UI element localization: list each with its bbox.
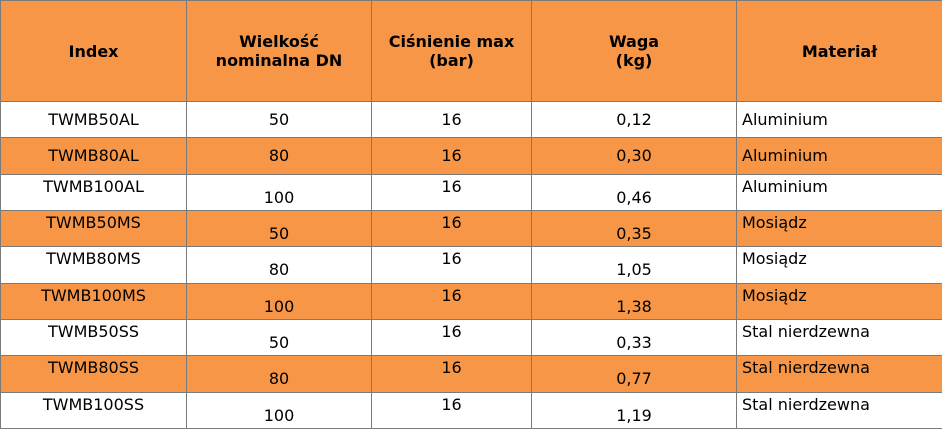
cell-material: Stal nierdzewna xyxy=(736,318,942,357)
table-row: TWMB50AL 50 16 0,12 Aluminium xyxy=(0,100,942,139)
cell-nominal-size: 50 xyxy=(186,100,372,139)
cell-max-pressure: 16 xyxy=(371,209,532,248)
cell-nominal-size: 80 xyxy=(186,137,372,175)
cell-nominal-size: 80 xyxy=(186,246,372,284)
cell-weight: 0,12 xyxy=(531,100,737,139)
cell-max-pressure: 16 xyxy=(371,246,532,284)
header-weight-line2: (kg) xyxy=(615,51,653,70)
cell-nominal-size: 50 xyxy=(186,318,372,357)
cell-material: Aluminium xyxy=(736,137,942,175)
header-max-pressure-line2: (bar) xyxy=(429,51,474,70)
header-nominal-size-line1: Wielkość xyxy=(239,32,319,51)
header-index-label: Index xyxy=(68,41,119,61)
cell-nominal-size: 100 xyxy=(186,391,372,429)
cell-index: TWMB50SS xyxy=(0,318,187,357)
cell-max-pressure: 16 xyxy=(371,318,532,357)
header-index: Index xyxy=(0,0,187,102)
cell-weight: 0,30 xyxy=(531,137,737,175)
table-row: TWMB50SS 50 16 0,33 Stal nierdzewna xyxy=(0,318,942,357)
header-material: Materiał xyxy=(736,0,942,102)
cell-index: TWMB100AL xyxy=(0,173,187,211)
header-max-pressure: Ciśnienie max (bar) xyxy=(371,0,532,102)
cell-material: Stal nierdzewna xyxy=(736,391,942,429)
cell-index: TWMB80AL xyxy=(0,137,187,175)
table-row: TWMB50MS 50 16 0,35 Mosiądz xyxy=(0,209,942,248)
cell-max-pressure: 16 xyxy=(371,391,532,429)
table-row: TWMB100SS 100 16 1,19 Stal nierdzewna xyxy=(0,391,942,429)
cell-index: TWMB80MS xyxy=(0,246,187,284)
header-weight: Waga (kg) xyxy=(531,0,737,102)
cell-nominal-size: 100 xyxy=(186,282,372,320)
cell-index: TWMB50AL xyxy=(0,100,187,139)
cell-weight: 0,35 xyxy=(531,209,737,248)
cell-material: Mosiądz xyxy=(736,209,942,248)
cell-weight: 1,38 xyxy=(531,282,737,320)
cell-material: Mosiądz xyxy=(736,282,942,320)
table-row: TWMB80MS 80 16 1,05 Mosiądz xyxy=(0,246,942,284)
header-weight-line1: Waga xyxy=(608,32,660,51)
cell-nominal-size: 50 xyxy=(186,209,372,248)
table-row: TWMB100MS 100 16 1,38 Mosiądz xyxy=(0,282,942,320)
cell-weight: 0,77 xyxy=(531,355,737,393)
cell-index: TWMB50MS xyxy=(0,209,187,248)
cell-nominal-size: 100 xyxy=(186,173,372,211)
table-row: TWMB80SS 80 16 0,77 Stal nierdzewna xyxy=(0,355,942,393)
cell-max-pressure: 16 xyxy=(371,282,532,320)
header-max-pressure-line1: Ciśnienie max xyxy=(388,32,515,51)
cell-material: Aluminium xyxy=(736,173,942,211)
cell-material: Aluminium xyxy=(736,100,942,139)
cell-weight: 0,46 xyxy=(531,173,737,211)
table-header-row: Index Wielkość nominalna DN Ciśnienie ma… xyxy=(0,0,942,102)
cell-index: TWMB80SS xyxy=(0,355,187,393)
cell-material: Mosiądz xyxy=(736,246,942,284)
cell-max-pressure: 16 xyxy=(371,137,532,175)
cell-weight: 0,33 xyxy=(531,318,737,357)
header-nominal-size: Wielkość nominalna DN xyxy=(186,0,372,102)
table-row: TWMB80AL 80 16 0,30 Aluminium xyxy=(0,137,942,175)
cell-material: Stal nierdzewna xyxy=(736,355,942,393)
cell-index: TWMB100SS xyxy=(0,391,187,429)
header-nominal-size-line2: nominalna DN xyxy=(215,51,343,70)
header-material-label: Materiał xyxy=(801,41,878,61)
cell-index: TWMB100MS xyxy=(0,282,187,320)
cell-weight: 1,05 xyxy=(531,246,737,284)
cell-max-pressure: 16 xyxy=(371,173,532,211)
cell-nominal-size: 80 xyxy=(186,355,372,393)
cell-max-pressure: 16 xyxy=(371,100,532,139)
cell-max-pressure: 16 xyxy=(371,355,532,393)
cell-weight: 1,19 xyxy=(531,391,737,429)
table-row: TWMB100AL 100 16 0,46 Aluminium xyxy=(0,173,942,211)
